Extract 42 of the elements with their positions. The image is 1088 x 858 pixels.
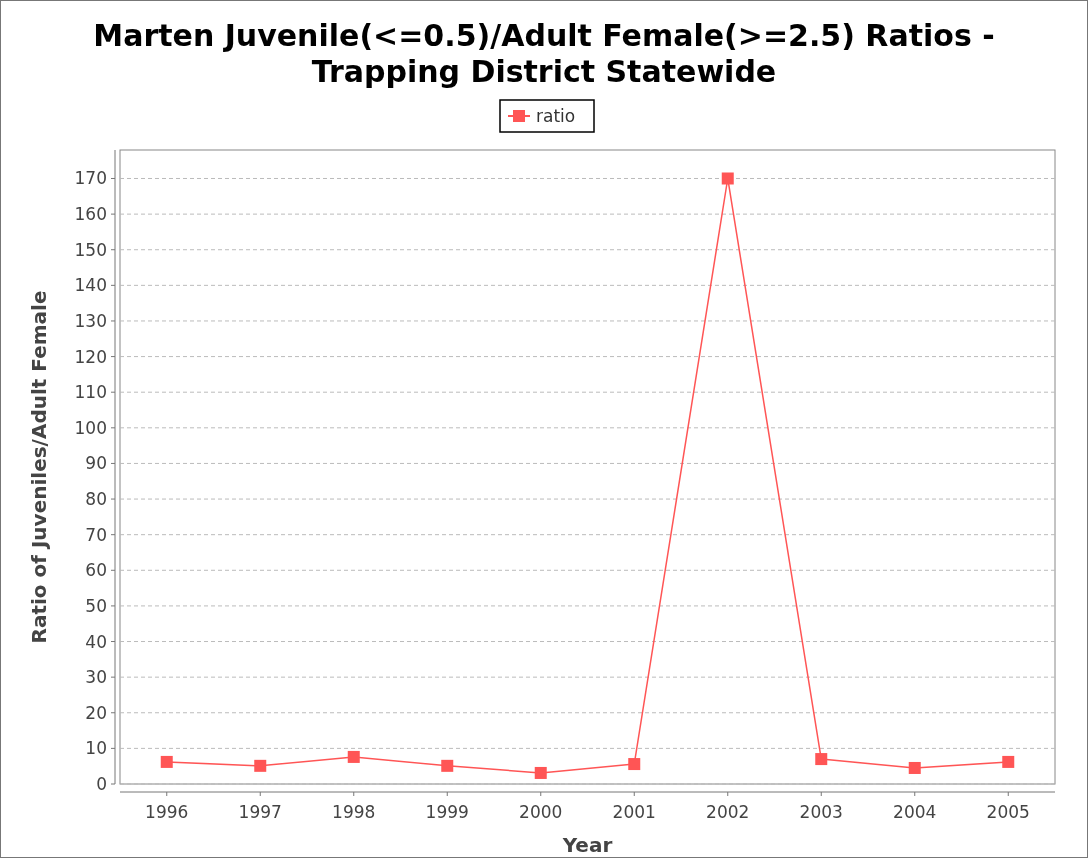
point <box>721 172 734 185</box>
x-tick-label: 1999 <box>425 802 469 822</box>
y-tick-label: 40 <box>85 631 107 652</box>
point <box>815 753 828 766</box>
y-tick-label: 100 <box>74 417 107 438</box>
y-tick-label: 150 <box>74 239 107 260</box>
y-tick-label: 10 <box>85 738 107 759</box>
y-tick-label: 140 <box>74 275 107 296</box>
x-tick-label: 2003 <box>799 802 843 822</box>
y-tick-label: 70 <box>85 524 107 545</box>
y-tick-label: 30 <box>85 667 107 688</box>
y-tick-label: 50 <box>85 595 107 616</box>
x-tick-label: 2002 <box>706 802 750 822</box>
point <box>1002 755 1015 768</box>
x-tick-label: 2000 <box>519 802 563 822</box>
x-tick-label: 2005 <box>986 802 1030 822</box>
y-tick-label: 60 <box>85 560 107 581</box>
x-axis-title: Year <box>561 833 613 857</box>
x-tick-label: 2004 <box>893 802 937 822</box>
point <box>534 766 547 779</box>
y-tick-label: 80 <box>85 489 107 510</box>
x-tick-label: 1996 <box>145 802 189 822</box>
y-tick-label: 20 <box>85 702 107 723</box>
y-axis-title: Ratio of Juveniles/Adult Female <box>27 290 51 644</box>
point <box>160 755 173 768</box>
y-tick-label: 160 <box>74 204 107 225</box>
point <box>254 759 267 772</box>
chart-title: Marten Juvenile(<=0.5)/Adult Female(>=2.5) Ratios - Trapping District Statewide <box>93 18 995 89</box>
x-tick-label: 1998 <box>332 802 376 822</box>
y-tick-label: 110 <box>74 382 107 403</box>
point <box>441 759 454 772</box>
x-tick-label: 2001 <box>612 802 656 822</box>
point <box>908 761 921 774</box>
y-tick-label: 170 <box>74 168 107 189</box>
point <box>347 750 360 763</box>
x-tick-label: 1997 <box>238 802 282 822</box>
legend-label: ratio <box>536 106 576 126</box>
y-tick-label: 0 <box>96 774 107 794</box>
y-tick-label: 120 <box>74 346 107 367</box>
point <box>628 758 641 771</box>
y-tick-label: 90 <box>85 453 107 474</box>
y-tick-label: 130 <box>74 310 107 331</box>
